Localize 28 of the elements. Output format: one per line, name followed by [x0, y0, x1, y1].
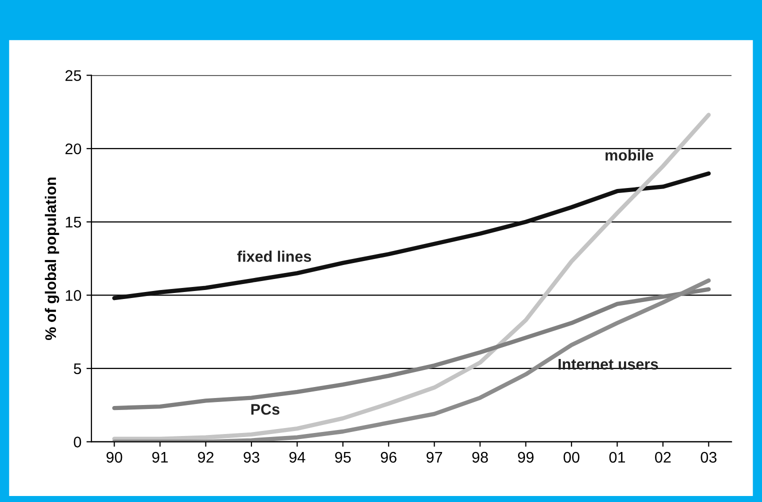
x-tick-label: 01 — [609, 452, 625, 463]
x-tick-label: 93 — [244, 452, 260, 463]
x-tick-label: 90 — [106, 452, 122, 463]
y-tick-label: 20 — [65, 143, 82, 154]
x-tick-label: 03 — [700, 452, 716, 463]
x-tick-label: 92 — [198, 452, 214, 463]
y-tick-label: 0 — [74, 436, 82, 448]
y-axis-title: % of global population — [44, 178, 60, 340]
y-tick-label: 10 — [66, 290, 82, 301]
x-tick-label: 99 — [518, 452, 534, 463]
series-label: Internet users — [558, 358, 658, 370]
x-tick-label: 95 — [335, 452, 351, 463]
x-tick-label: 96 — [380, 452, 396, 463]
y-tick-label: 5 — [74, 363, 82, 374]
x-tick-label: 91 — [152, 452, 168, 463]
y-tick-label: 15 — [66, 216, 82, 228]
y-tick-label: 25 — [65, 70, 82, 81]
x-tick-label: 00 — [564, 452, 580, 463]
x-tick-label: 98 — [472, 452, 488, 463]
series-label: fixed lines — [237, 250, 312, 262]
series-label: mobile — [606, 149, 654, 161]
line-series — [112, 278, 711, 442]
series-label: PCs — [251, 404, 280, 415]
x-tick-label: 97 — [426, 452, 442, 463]
line-series — [112, 112, 711, 441]
line-series — [112, 171, 711, 300]
x-tick-label: 02 — [655, 452, 671, 463]
x-tick-label: 94 — [289, 452, 306, 463]
